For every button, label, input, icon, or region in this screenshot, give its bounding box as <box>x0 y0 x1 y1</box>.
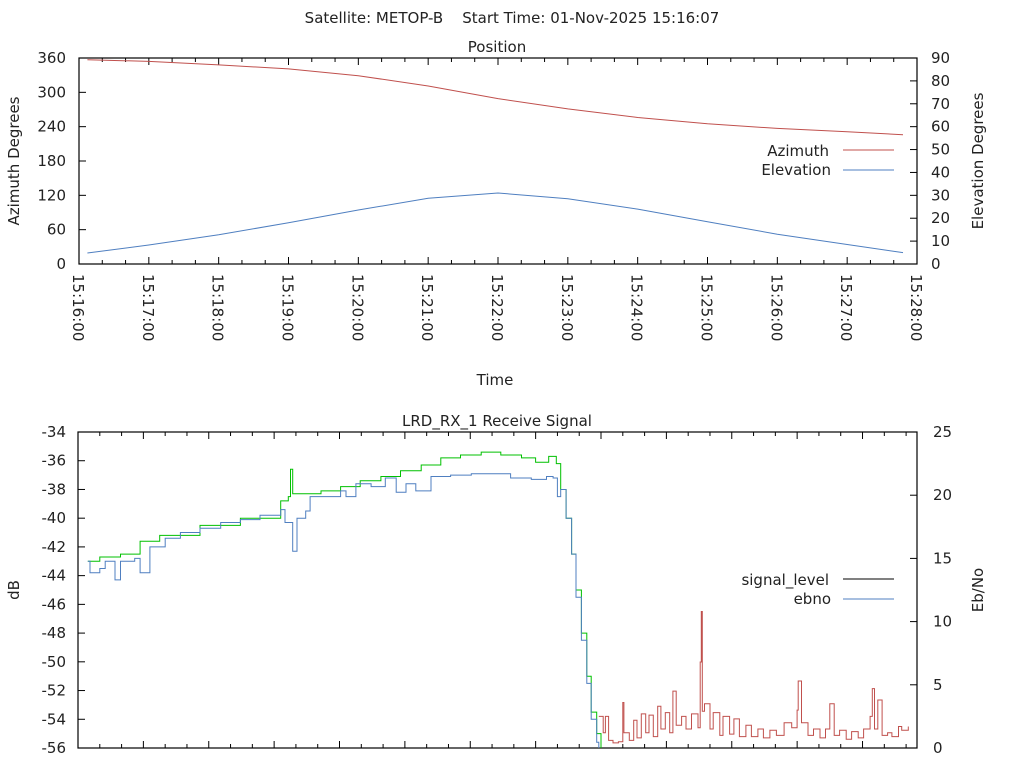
x-tick-label: 15:22:00 <box>488 274 506 341</box>
receive-signal-chart-title: LRD_RX_1 Receive Signal <box>402 412 592 431</box>
x-tick-label: 15:16:00 <box>69 274 87 341</box>
y2-tick-label: 20 <box>931 209 950 227</box>
y-tick-label: -42 <box>42 538 67 556</box>
y2-tick-label: 40 <box>931 163 950 181</box>
elevation-line <box>87 192 904 254</box>
position-y2-axis-label: Elevation Degrees <box>969 92 987 229</box>
y-tick-label: 180 <box>37 152 66 170</box>
y-tick-label: 240 <box>37 118 66 136</box>
y-tick-label: -52 <box>42 682 67 700</box>
position-chart-title: Position <box>468 38 526 56</box>
y2-tick-label: 50 <box>931 141 950 159</box>
x-tick-label: 15:20:00 <box>348 274 366 341</box>
ebno-red-line <box>598 611 909 744</box>
legend-ebno-label: ebno <box>794 590 831 608</box>
signal-blue-line <box>87 473 600 748</box>
y2-tick-label: 0 <box>933 739 943 757</box>
x-tick-label: 15:21:00 <box>418 274 436 341</box>
y-tick-label: -54 <box>42 710 67 728</box>
y-tick-label: -34 <box>42 423 67 441</box>
y-tick-label: 0 <box>56 255 66 273</box>
x-tick-label: 15:19:00 <box>279 274 297 341</box>
x-tick-label: 15:28:00 <box>907 274 925 341</box>
y-tick-label: -48 <box>42 624 67 642</box>
x-tick-label: 15:25:00 <box>698 274 716 341</box>
position-chart: Position Azimuth Degrees Elevation Degre… <box>5 38 987 389</box>
plot-frame <box>77 431 918 749</box>
y2-tick-label: 10 <box>931 232 950 250</box>
y2-tick-label: 0 <box>931 255 941 273</box>
y-tick-label: -40 <box>42 509 67 527</box>
legend-signal-level-label: signal_level <box>741 571 829 590</box>
y-tick-label: 120 <box>37 186 66 204</box>
y-tick-label: -50 <box>42 653 67 671</box>
y-tick-label: 60 <box>47 221 66 239</box>
y-tick-label: -46 <box>42 595 67 613</box>
y2-tick-label: 10 <box>933 613 952 631</box>
x-tick-label: 15:26:00 <box>767 274 785 341</box>
y2-tick-label: 20 <box>933 486 952 504</box>
y2-tick-label: 90 <box>931 49 950 67</box>
y2-tick-label: 30 <box>931 186 950 204</box>
y-tick-label: -38 <box>42 480 67 498</box>
y-tick-label: 300 <box>37 83 66 101</box>
x-tick-label: 15:18:00 <box>209 274 227 341</box>
azimuth-line <box>87 59 904 136</box>
legend-azimuth-label: Azimuth <box>767 142 829 160</box>
y2-tick-label: 60 <box>931 118 950 136</box>
y2-tick-label: 80 <box>931 72 950 90</box>
y-tick-label: -36 <box>42 452 67 470</box>
position-y-axis-label: Azimuth Degrees <box>5 96 23 225</box>
x-tick-label: 15:23:00 <box>558 274 576 341</box>
x-tick-label: 15:17:00 <box>139 274 157 341</box>
signal-level-green-line <box>87 451 602 748</box>
y-tick-label: 360 <box>37 49 66 67</box>
page-title: Satellite: METOP-B Start Time: 01-Nov-20… <box>305 9 720 27</box>
y2-tick-label: 5 <box>933 676 943 694</box>
receive-signal-chart: LRD_RX_1 Receive Signal dB Eb/No signal_… <box>5 412 987 757</box>
y-tick-label: -44 <box>42 567 67 585</box>
y2-tick-label: 15 <box>933 549 952 567</box>
legend-elevation-label: Elevation <box>761 161 831 179</box>
x-tick-label: 15:24:00 <box>628 274 646 341</box>
y-tick-label: -56 <box>42 739 67 757</box>
position-x-axis-label: Time <box>476 371 514 389</box>
signal-y2-axis-label: Eb/No <box>969 568 987 612</box>
signal-y-axis-label: dB <box>5 580 23 600</box>
y2-tick-label: 25 <box>933 423 952 441</box>
x-tick-label: 15:27:00 <box>837 274 855 341</box>
y2-tick-label: 70 <box>931 95 950 113</box>
